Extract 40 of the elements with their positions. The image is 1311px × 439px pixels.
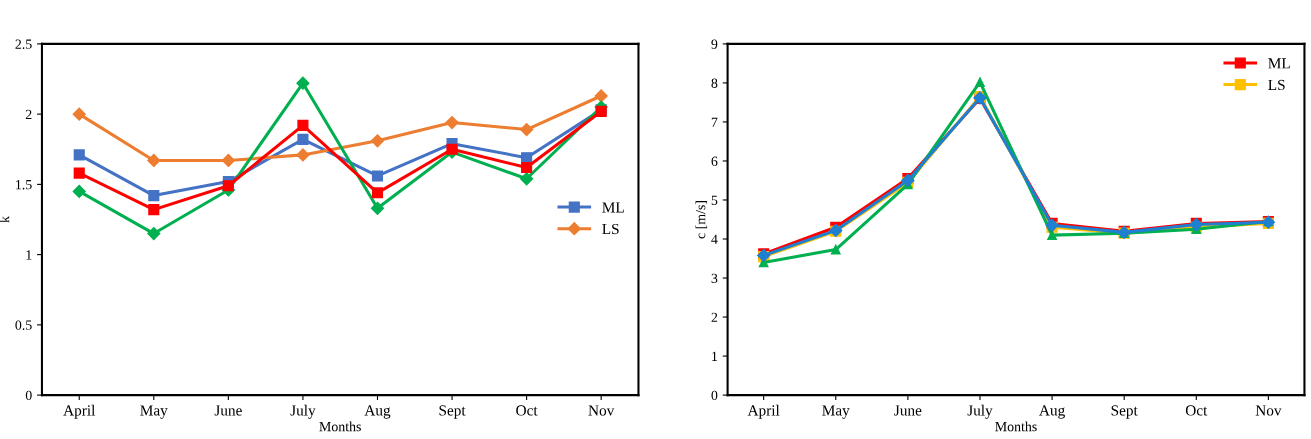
y-tick-label: 1: [26, 250, 32, 260]
y-tick-label: 4: [711, 234, 718, 244]
y-tick-label: 2: [25, 109, 32, 119]
y-tick-label: 6: [711, 156, 718, 166]
y-tick-label: 0.5: [15, 320, 32, 330]
x-tick-label: Sept: [1111, 405, 1138, 419]
x-axis-title: Months: [319, 421, 361, 432]
y-tick-label: 9: [711, 39, 718, 49]
x-tick-label: Sept: [439, 405, 466, 419]
x-tick-label: April: [747, 404, 780, 419]
y-tick-label: 0: [711, 390, 718, 401]
y-tick-label: 1.5: [16, 180, 32, 190]
y-tick-label: 2: [711, 312, 718, 322]
x-tick-label: Aug: [1039, 405, 1065, 419]
x-tick-label: April: [63, 404, 96, 419]
x-tick-label: Oct: [516, 405, 538, 416]
legend-label: LS: [602, 223, 619, 235]
y-axis-title: c [m/s]: [695, 201, 708, 239]
y-tick-label: 3: [711, 273, 718, 283]
x-tick-label: July: [290, 404, 316, 419]
y-axis-title: k: [0, 216, 10, 223]
y-tick-label: 0: [25, 390, 32, 401]
legend-label: LS: [1268, 79, 1285, 91]
y-tick-label: 1: [712, 351, 718, 361]
x-tick-label: Nov: [588, 405, 615, 416]
x-tick-label: June: [894, 405, 922, 416]
y-tick-label: 5: [711, 195, 718, 205]
y-tick-label: 7: [711, 117, 718, 127]
x-tick-label: May: [140, 405, 168, 419]
y-tick-label: 2.5: [15, 39, 32, 49]
legend-label: ML: [602, 202, 624, 213]
x-tick-label: Nov: [1255, 405, 1282, 416]
y-tick-label: 8: [711, 78, 718, 88]
x-tick-label: July: [967, 404, 993, 419]
x-tick-label: May: [822, 405, 850, 419]
x-axis-title: Months: [995, 421, 1037, 432]
x-tick-label: June: [214, 405, 242, 416]
legend-label: ML: [1268, 58, 1290, 69]
x-tick-label: Aug: [364, 405, 391, 419]
x-tick-label: Oct: [1185, 405, 1208, 416]
